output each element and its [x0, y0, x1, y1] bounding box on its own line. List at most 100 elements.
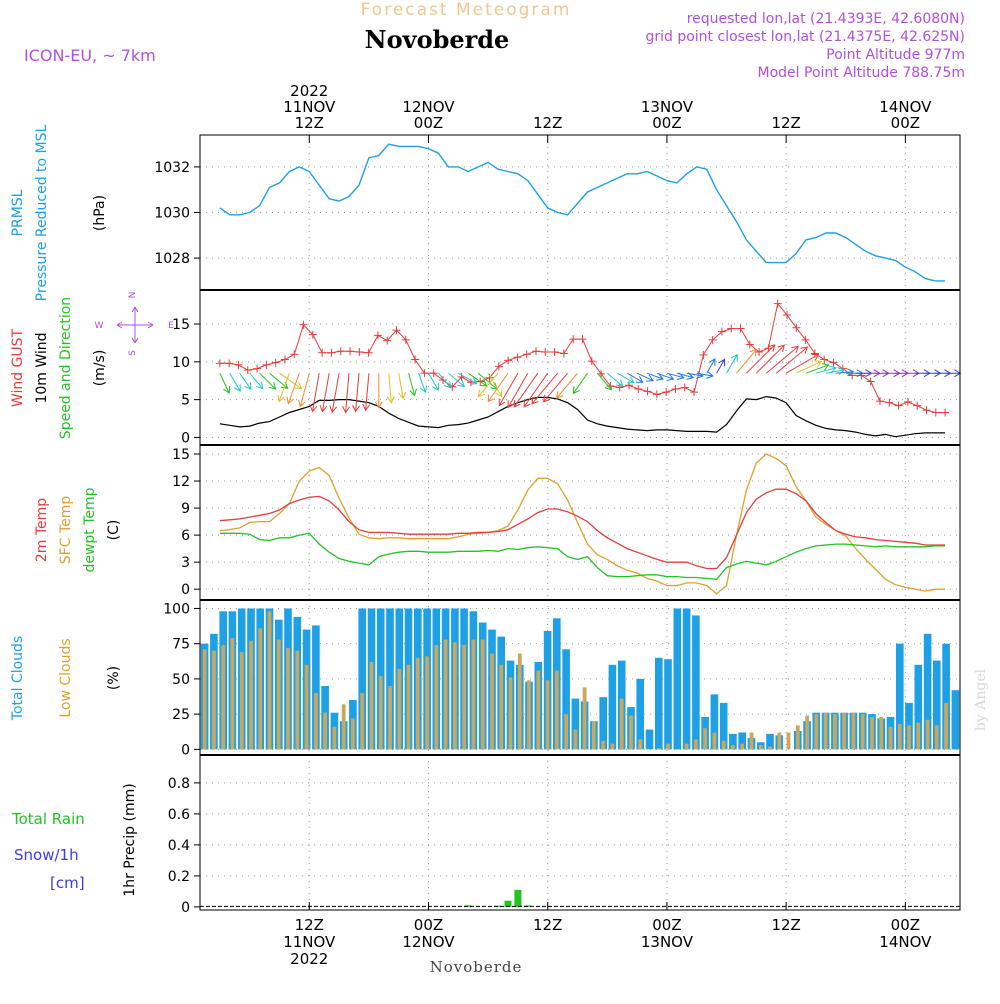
gust-marker	[541, 348, 550, 356]
total-cloud-bar	[358, 608, 366, 750]
y-tick-label: 1028	[154, 251, 190, 267]
direction-arrow	[805, 363, 830, 374]
gust-marker	[234, 360, 243, 369]
clouds-unit: (%)	[106, 666, 122, 690]
low-cloud-bar	[573, 729, 578, 750]
low-cloud-bar	[712, 732, 717, 750]
low-cloud-bar	[666, 743, 670, 750]
total-cloud-bar	[766, 733, 774, 750]
low-cloud-bar	[499, 664, 504, 750]
low-cloud-bar	[768, 746, 772, 750]
gust-marker	[578, 335, 587, 344]
direction-arrow	[746, 344, 776, 374]
low-cloud-bar	[490, 653, 494, 750]
gust-marker	[736, 324, 745, 333]
gust-marker	[504, 356, 513, 365]
low-cloud-bar	[944, 702, 948, 750]
x-tick-label-bottom: 2022	[290, 950, 328, 968]
total-cloud-bar	[664, 659, 672, 750]
low-cloud-bar	[916, 722, 921, 750]
direction-arrow	[362, 373, 371, 412]
gust-marker	[820, 355, 829, 364]
gust-marker	[634, 385, 643, 394]
gust-marker	[662, 388, 671, 397]
gust-marker	[699, 351, 708, 360]
total-cloud-bar	[738, 732, 746, 750]
direction-arrow	[755, 344, 786, 374]
low-cloud-bar	[221, 645, 226, 750]
x-tick-label-top: 12Z	[771, 114, 800, 132]
bottom-label: Novoberde	[430, 958, 523, 976]
pressure-series	[219, 143, 946, 282]
low-cloud-bar	[286, 647, 290, 750]
low-cloud-bar	[777, 732, 782, 750]
direction-arrow	[523, 372, 549, 408]
temp-label-dewpt: dewpt Temp	[82, 487, 98, 572]
model-altitude: Model Point Altitude 788.75m	[758, 65, 965, 81]
gust-marker	[420, 369, 429, 378]
page-title: Novoberde	[365, 25, 510, 54]
low-cloud-bar	[823, 712, 828, 750]
gust-marker	[494, 362, 503, 371]
gust-marker	[280, 355, 289, 364]
panel-pressure	[200, 135, 960, 290]
x-tick-label-top: 00Z	[652, 114, 681, 132]
x-tick-label-top: 14NOV	[879, 98, 932, 116]
gust-marker	[866, 377, 875, 386]
x-tick-label-bottom: 13NOV	[641, 933, 694, 951]
model-label: ICON-EU, ~ 7km	[24, 46, 156, 65]
direction-arrow	[239, 372, 252, 391]
low-cloud-bar	[656, 748, 661, 750]
x-tick-label-top: 00Z	[414, 114, 443, 132]
low-cloud-bar	[851, 712, 856, 750]
total-cloud-bar	[673, 608, 682, 750]
direction-arrow	[458, 372, 478, 385]
x-tick-label-top: 12NOV	[402, 98, 455, 116]
direction-arrow	[696, 371, 714, 379]
gust-marker	[727, 324, 736, 333]
direction-arrows	[219, 344, 962, 414]
total-cloud-bar	[692, 615, 700, 750]
gust-marker	[429, 369, 438, 378]
y-tick-label: 9	[181, 501, 190, 517]
gust-marker	[411, 355, 420, 364]
low-cloud-bar	[758, 745, 763, 750]
precip-legend-snow: Snow/1h	[14, 846, 79, 864]
gust-marker	[215, 359, 224, 368]
gust-marker	[271, 358, 280, 367]
temp-series	[219, 453, 946, 595]
direction-arrow	[467, 372, 488, 387]
direction-arrow	[418, 373, 428, 394]
low-cloud-bar	[564, 714, 568, 750]
direction-arrow	[835, 368, 855, 377]
low-cloud-bar	[795, 725, 800, 750]
total-cloud-bar	[571, 698, 580, 750]
x-tick-label-bottom: 12Z	[295, 916, 324, 934]
low-cloud-bar	[582, 687, 587, 750]
y-tick-label: 100	[163, 601, 190, 617]
low-cloud-bar	[805, 715, 809, 750]
direction-arrow	[531, 372, 558, 405]
direction-arrow	[219, 372, 231, 394]
x-tick-label-top: 11NOV	[283, 98, 336, 116]
gust-marker	[931, 408, 940, 417]
direction-arrow	[329, 373, 340, 414]
low-cloud-bar	[860, 714, 865, 750]
direction-arrow	[477, 372, 499, 398]
gust-marker	[383, 336, 392, 345]
direction-arrow	[374, 373, 383, 409]
gust-marker	[829, 358, 838, 367]
wind-series	[215, 299, 962, 438]
low-cloud-bar	[545, 680, 550, 750]
direction-arrow	[277, 373, 290, 403]
x-tick-label-bottom: 00Z	[652, 916, 681, 934]
gust-marker	[364, 348, 373, 357]
low-cloud-bar	[638, 739, 643, 750]
low-cloud-bar	[786, 732, 791, 750]
gust-marker	[615, 383, 624, 392]
gust-marker	[922, 406, 931, 415]
direction-arrow	[386, 373, 395, 404]
low-cloud-bar	[601, 740, 606, 750]
low-cloud-bar	[378, 676, 383, 750]
